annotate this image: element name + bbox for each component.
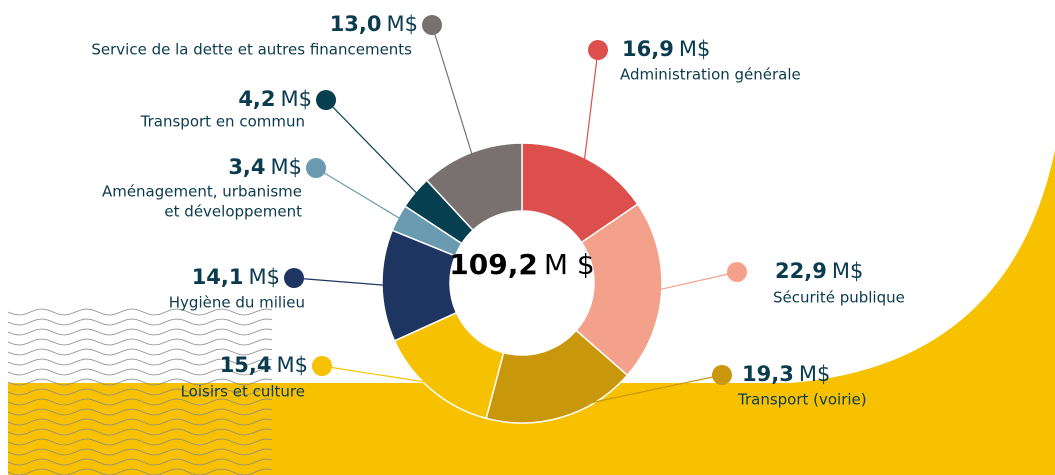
value-label: 13,0 M$ — [330, 12, 418, 36]
total-value: 109,2 — [449, 248, 538, 281]
wave — [7, 408, 273, 416]
value-label: 3,4 M$ — [228, 155, 302, 179]
category-label: Administration générale — [620, 66, 801, 84]
yellow-band — [8, 383, 1055, 475]
value-unit: M$ — [387, 12, 418, 36]
value-unit: M$ — [249, 265, 280, 289]
value-number: 15,4 — [220, 353, 272, 377]
value-number: 19,3 — [742, 362, 794, 386]
value-label: 4,2 M$ — [238, 87, 312, 111]
label-dot — [316, 90, 336, 110]
wave — [7, 318, 273, 326]
wave — [7, 388, 273, 396]
wave — [7, 448, 273, 456]
wave — [7, 458, 273, 466]
label-dot — [312, 356, 332, 376]
category-label: Transport (voirie) — [737, 391, 867, 409]
value-label: 15,4 M$ — [220, 353, 308, 377]
slice — [575, 203, 663, 377]
leader-line — [321, 365, 437, 385]
value-label: 19,3 M$ — [742, 362, 830, 386]
value-number: 4,2 — [238, 87, 275, 111]
yellow-curve — [790, 150, 1055, 383]
wave — [7, 468, 273, 475]
wave — [7, 308, 273, 316]
center-total: 109,2 M $ — [449, 248, 594, 281]
wave — [7, 438, 273, 446]
category-label: Hygiène du milieu — [169, 294, 305, 312]
category-label: et développement — [164, 203, 302, 221]
label-dot — [712, 365, 732, 385]
leader-line — [431, 24, 475, 161]
value-label: 16,9 M$ — [622, 37, 710, 61]
wave — [7, 348, 273, 356]
wave — [7, 358, 273, 366]
total-unit: M $ — [544, 248, 595, 281]
wave — [7, 328, 273, 336]
label-dot — [588, 40, 608, 60]
value-unit: M$ — [832, 259, 863, 283]
value-unit: M$ — [679, 37, 710, 61]
waves — [7, 308, 273, 475]
wave — [7, 368, 273, 376]
value-label: 14,1 M$ — [192, 265, 280, 289]
wave — [7, 398, 273, 406]
leader-line — [325, 99, 422, 199]
leader-line — [653, 271, 738, 292]
value-unit: M$ — [277, 353, 308, 377]
label-dot — [422, 15, 442, 35]
value-number: 14,1 — [192, 265, 244, 289]
category-label: Transport en commun — [140, 113, 305, 131]
leader-line — [560, 374, 723, 410]
category-label: Sécurité publique — [773, 289, 905, 307]
category-label: Aménagement, urbanisme — [102, 183, 302, 201]
value-label: 22,9 M$ — [775, 259, 863, 283]
value-number: 3,4 — [228, 155, 265, 179]
slice — [425, 142, 523, 232]
wave — [7, 338, 273, 346]
leader-line — [293, 277, 391, 287]
wave — [7, 378, 273, 386]
leader-line — [315, 167, 406, 223]
label-dot — [727, 262, 747, 282]
label-dot — [284, 268, 304, 288]
value-number: 13,0 — [330, 12, 382, 36]
category-label: Service de la dette et autres financemen… — [91, 41, 412, 59]
value-unit: M$ — [271, 155, 302, 179]
wave — [7, 428, 273, 436]
category-label: Loisirs et culture — [181, 383, 305, 401]
value-unit: M$ — [799, 362, 830, 386]
value-number: 16,9 — [622, 37, 674, 61]
leader-line — [583, 49, 599, 167]
wave — [7, 418, 273, 426]
value-unit: M$ — [281, 87, 312, 111]
value-number: 22,9 — [775, 259, 827, 283]
label-dot — [306, 158, 326, 178]
